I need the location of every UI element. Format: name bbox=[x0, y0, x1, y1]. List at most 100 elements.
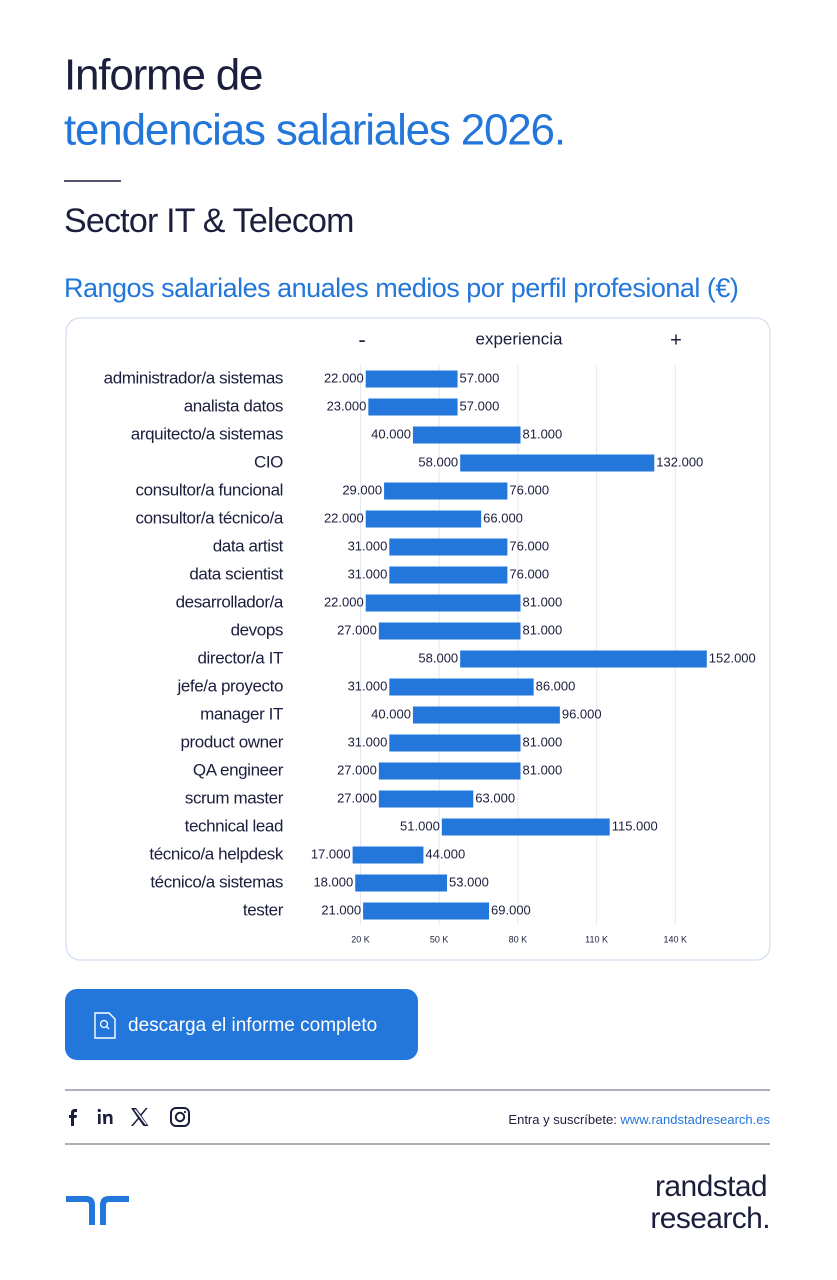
bar bbox=[389, 734, 521, 752]
bar bbox=[389, 566, 508, 584]
value-label: 31.000 bbox=[348, 538, 388, 553]
value-label: 81.000 bbox=[523, 594, 563, 609]
value-label: 58.000 bbox=[418, 650, 458, 665]
value-label: 86.000 bbox=[536, 678, 576, 693]
category-label: QA engineer bbox=[193, 760, 284, 779]
category-label: data artist bbox=[213, 536, 284, 555]
value-label: 81.000 bbox=[523, 734, 563, 749]
value-label: 81.000 bbox=[523, 622, 563, 637]
category-label: técnico/a sistemas bbox=[150, 872, 283, 891]
x-tick-label: 80 K bbox=[509, 934, 528, 944]
bar bbox=[355, 874, 448, 892]
bar bbox=[368, 398, 458, 416]
subscribe-label: Entra y suscríbete: bbox=[508, 1112, 620, 1127]
title-line: tendencias salariales 2026. bbox=[64, 106, 565, 155]
doc-icon bbox=[99, 1019, 109, 1029]
category-label: tester bbox=[243, 900, 284, 919]
social-icons bbox=[69, 1107, 190, 1127]
value-label: 63.000 bbox=[475, 790, 515, 805]
download-button[interactable]: descarga el informe completo bbox=[65, 989, 418, 1060]
bar bbox=[352, 846, 424, 864]
x-tick-label: 140 K bbox=[664, 934, 688, 944]
value-label: 18.000 bbox=[313, 874, 353, 889]
value-label: 51.000 bbox=[400, 818, 440, 833]
bar bbox=[378, 622, 521, 640]
category-label: data scientist bbox=[189, 564, 283, 583]
value-label: 57.000 bbox=[460, 398, 500, 413]
value-label: 17.000 bbox=[311, 846, 351, 861]
x-tick-label: 110 K bbox=[585, 934, 608, 944]
value-label: 21.000 bbox=[321, 902, 361, 917]
bar bbox=[441, 818, 610, 836]
value-label: 23.000 bbox=[327, 398, 367, 413]
value-label: 44.000 bbox=[425, 846, 465, 861]
axis-header-left: - bbox=[358, 327, 365, 352]
bar bbox=[363, 902, 490, 920]
bar bbox=[384, 482, 508, 500]
value-label: 66.000 bbox=[483, 510, 523, 525]
category-label: product owner bbox=[180, 732, 283, 751]
category-label: administrador/a sistemas bbox=[104, 368, 283, 387]
value-label: 76.000 bbox=[509, 482, 549, 497]
bar bbox=[378, 790, 474, 808]
category-label: scrum master bbox=[185, 788, 284, 807]
category-label: consultor/a funcional bbox=[135, 480, 283, 499]
brand-name: randstad bbox=[655, 1170, 767, 1203]
bar bbox=[378, 762, 521, 780]
category-label: technical lead bbox=[185, 816, 283, 835]
value-label: 31.000 bbox=[348, 734, 388, 749]
category-label: CIO bbox=[254, 452, 283, 471]
facebook-icon[interactable] bbox=[69, 1109, 77, 1126]
value-label: 58.000 bbox=[418, 454, 458, 469]
category-label: consultor/a técnico/a bbox=[135, 508, 283, 527]
bar bbox=[389, 678, 534, 696]
value-label: 115.000 bbox=[612, 818, 658, 833]
category-label: técnico/a helpdesk bbox=[149, 844, 284, 863]
value-label: 29.000 bbox=[342, 482, 382, 497]
instagram-icon[interactable] bbox=[170, 1107, 190, 1127]
value-label: 81.000 bbox=[523, 762, 563, 777]
value-label: 27.000 bbox=[337, 622, 377, 637]
bar bbox=[412, 706, 560, 724]
value-label: 22.000 bbox=[324, 510, 364, 525]
bar bbox=[460, 650, 707, 668]
value-label: 76.000 bbox=[509, 566, 549, 581]
title-line: Informe de bbox=[64, 51, 262, 100]
linkedin-icon[interactable] bbox=[98, 1114, 101, 1124]
linkedin-icon[interactable] bbox=[103, 1113, 113, 1124]
bar bbox=[365, 510, 482, 528]
chart-title: Rangos salariales anuales medios por per… bbox=[64, 273, 738, 303]
subtitle: Sector IT & Telecom bbox=[64, 202, 354, 240]
doc-icon bbox=[106, 1026, 110, 1030]
value-label: 76.000 bbox=[509, 538, 549, 553]
button-label[interactable]: descarga el informe completo bbox=[128, 1015, 377, 1036]
bar bbox=[412, 426, 521, 444]
instagram-icon[interactable] bbox=[183, 1110, 187, 1114]
linkedin-icon[interactable] bbox=[97, 1108, 101, 1113]
category-label: desarrollador/a bbox=[176, 592, 284, 611]
value-label: 22.000 bbox=[324, 594, 364, 609]
category-label: analista datos bbox=[184, 396, 283, 415]
bar bbox=[389, 538, 508, 556]
value-label: 69.000 bbox=[491, 902, 531, 917]
x-icon[interactable] bbox=[130, 1108, 149, 1126]
category-label: director/a IT bbox=[198, 648, 284, 667]
category-label: arquitecto/a sistemas bbox=[131, 424, 283, 443]
value-label: 27.000 bbox=[337, 790, 377, 805]
x-tick-label: 50 K bbox=[430, 934, 449, 944]
button-bg[interactable] bbox=[65, 989, 418, 1060]
instagram-icon[interactable] bbox=[174, 1111, 186, 1123]
brand-logo bbox=[66, 1196, 129, 1225]
value-label: 57.000 bbox=[460, 370, 500, 385]
brand-name: research. bbox=[650, 1202, 770, 1235]
x-tick-label: 20 K bbox=[351, 934, 370, 944]
subscribe-link[interactable]: www.randstadresearch.es bbox=[619, 1112, 770, 1127]
value-label: 81.000 bbox=[523, 426, 563, 441]
value-label: 31.000 bbox=[348, 678, 388, 693]
value-label: 152.000 bbox=[709, 650, 756, 665]
value-label: 96.000 bbox=[562, 706, 602, 721]
value-label: 27.000 bbox=[337, 762, 377, 777]
value-label: 31.000 bbox=[348, 566, 388, 581]
